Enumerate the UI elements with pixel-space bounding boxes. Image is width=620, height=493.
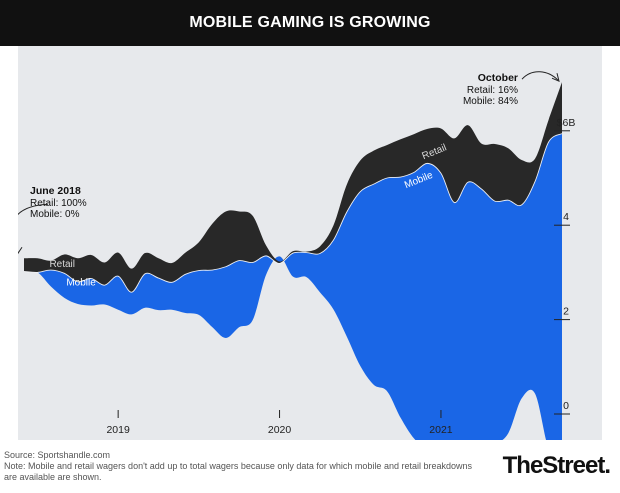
annotation-end-line: Mobile: 84% [463,96,518,107]
y-tick-label: 2 [563,306,569,318]
annotation-start-arrowhead [18,246,23,255]
legend-label-retail: Retail [49,259,75,270]
chart-title: MOBILE GAMING IS GROWING [189,14,431,31]
annotation-start-title: June 2018 [30,185,81,197]
series-mobile [24,133,562,440]
chart-area: 0 2 4 $6B 2019 2020 2021 Retail Mobile Retail Mob… [18,46,602,440]
x-tick-label: 2021 [429,424,453,436]
annotation-start-arrow [18,203,49,253]
footnote: Note: Mobile and retail wagers don't add… [4,461,472,482]
annotation-end-line: Retail: 16% [467,85,518,96]
chart-header: MOBILE GAMING IS GROWING [0,0,620,46]
legend-label-mobile: Mobile [66,277,96,288]
logo-text: TheStreet [502,452,606,479]
annotation-end-title: October [478,72,518,84]
thestreet-logo: TheStreet. [502,452,611,480]
x-tick-label: 2019 [106,424,130,436]
y-tick-label: 0 [563,400,569,412]
x-tick-label: 2020 [268,424,292,436]
annotation-end-arrowhead [551,73,560,83]
axis-layer: 0 2 4 $6B 2019 2020 2021 [106,117,575,436]
series-layer [23,82,563,440]
y-tick-label: 4 [563,211,569,223]
annotation-end-arrow [521,71,559,81]
annotation-start-line: Mobile: 0% [30,209,80,220]
logo-dot: . [604,452,611,479]
annotation-start-line: Retail: 100% [30,198,87,209]
series-retail [24,82,562,293]
source-note: Source: Sportshandle.com [4,450,111,460]
series-boundary-line [23,133,563,293]
y-tick-label: $6B [557,117,576,129]
